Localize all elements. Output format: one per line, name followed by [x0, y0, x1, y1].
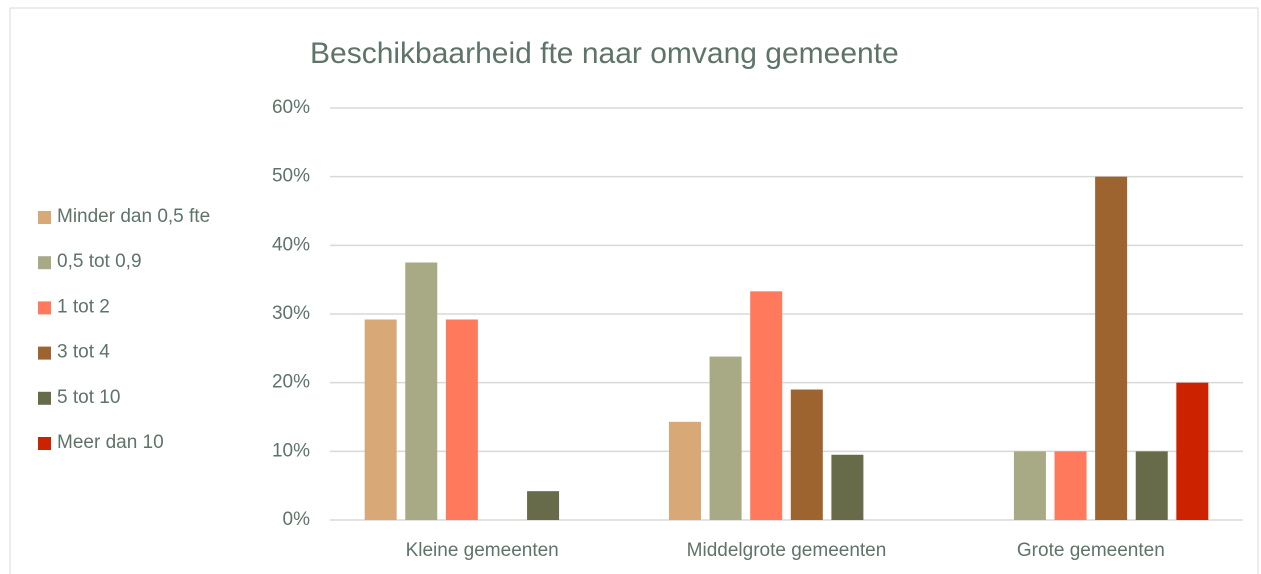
y-tick-label: 50%	[272, 166, 310, 187]
y-tick-label: 0%	[283, 509, 311, 530]
legend-swatch	[38, 211, 51, 224]
bar	[527, 491, 560, 520]
y-tick-label: 10%	[272, 440, 310, 461]
y-tick-label: 30%	[272, 303, 310, 324]
bar	[1013, 451, 1046, 520]
x-tick-label: Middelgrote gemeenten	[687, 540, 887, 561]
x-tick-label: Grote gemeenten	[1017, 540, 1165, 561]
legend-swatch	[38, 391, 51, 405]
bar	[750, 291, 783, 520]
y-tick-label: 60%	[272, 97, 310, 118]
chart-frame	[9, 7, 1259, 574]
bar	[364, 319, 397, 520]
bar	[1095, 176, 1128, 520]
bar	[1135, 451, 1168, 520]
legend-label: 0,5 tot 0,9	[57, 251, 142, 272]
legend-swatch	[38, 437, 51, 450]
legend-swatch	[38, 301, 51, 315]
legend-swatch	[38, 346, 51, 360]
bar	[1176, 382, 1209, 520]
legend-label: 3 tot 4	[57, 342, 110, 363]
y-tick-label: 20%	[272, 372, 310, 393]
bar	[669, 421, 701, 520]
bar	[831, 454, 864, 520]
chart-title: Beschikbaarheid fte naar omvang gemeente	[310, 37, 899, 70]
legend-label: 1 tot 2	[57, 296, 110, 317]
legend-label: 5 tot 10	[57, 387, 120, 408]
bar	[1054, 451, 1087, 520]
bar	[445, 319, 478, 520]
x-tick-label: Kleine gemeenten	[406, 540, 559, 561]
legend-swatch	[38, 256, 51, 270]
legend-label: Meer dan 10	[57, 432, 164, 453]
bar	[790, 389, 823, 520]
y-tick-label: 40%	[272, 234, 310, 255]
bar	[405, 262, 438, 520]
legend-label: Minder dan 0,5 fte	[57, 206, 210, 227]
bar	[709, 356, 742, 520]
